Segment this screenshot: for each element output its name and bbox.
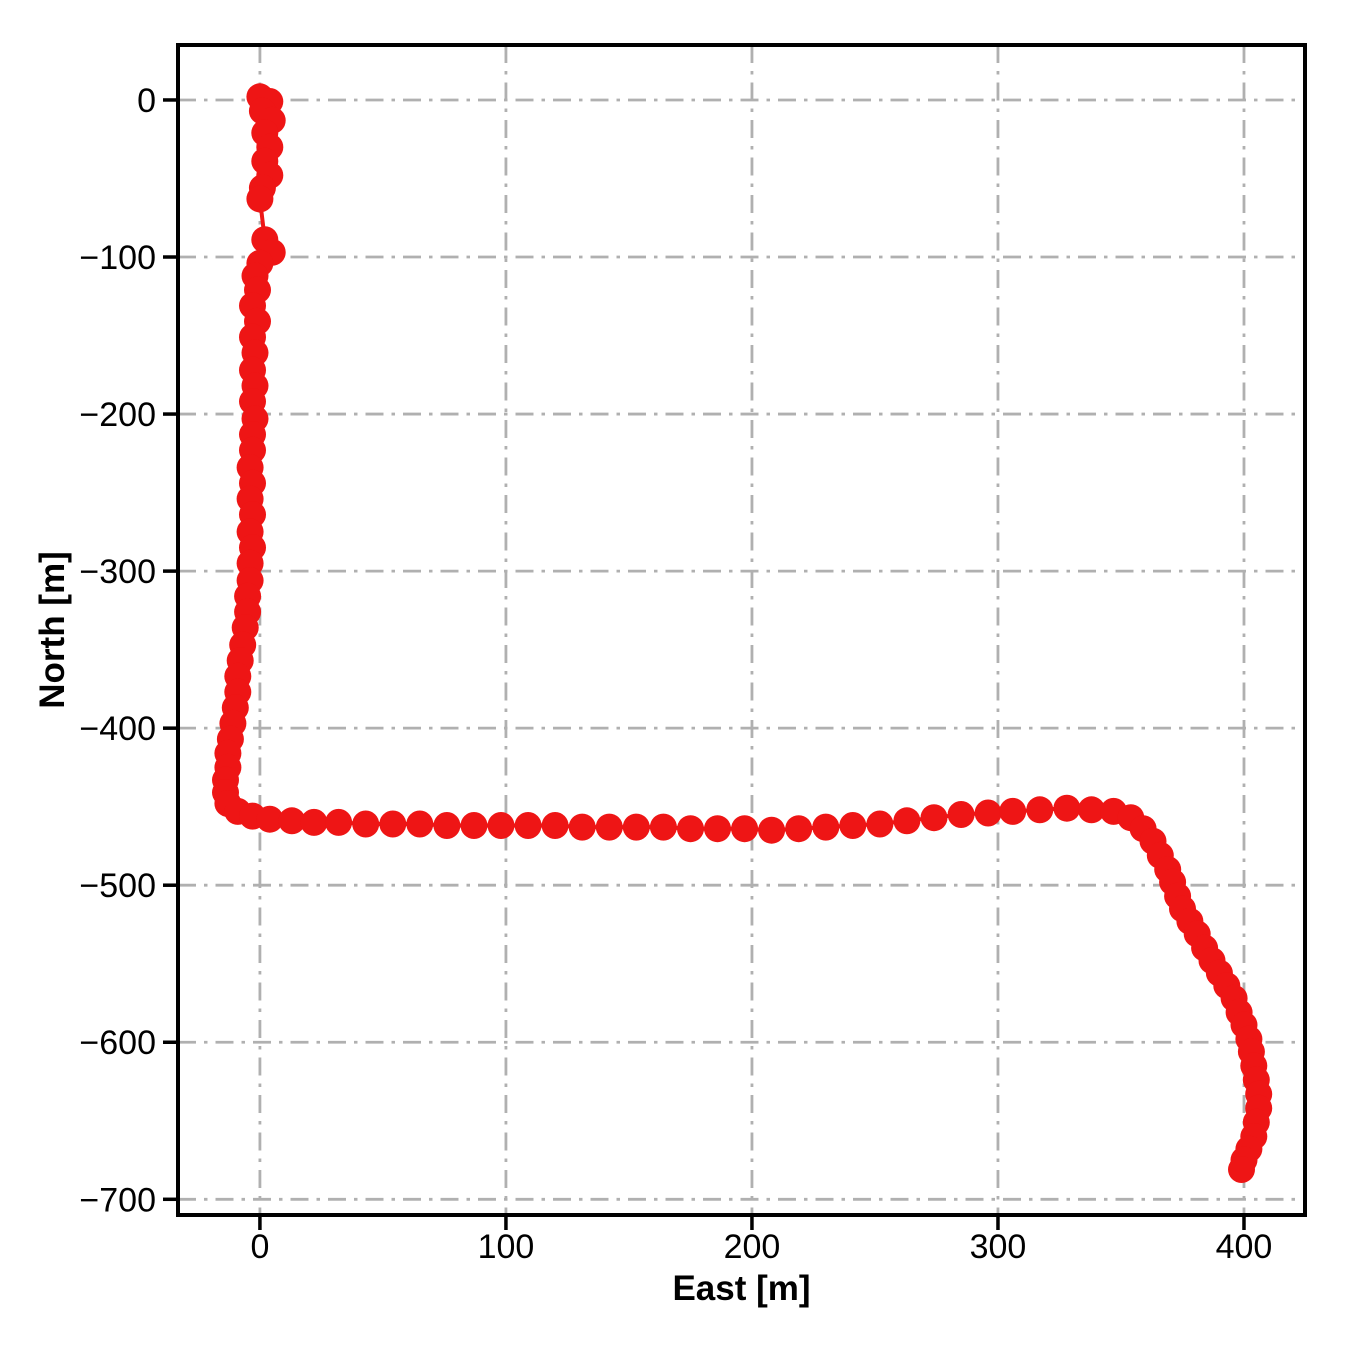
x-tick-label: 100 bbox=[478, 1228, 535, 1266]
x-tick-label: 200 bbox=[724, 1228, 781, 1266]
data-point bbox=[839, 812, 867, 839]
x-tick-label: 300 bbox=[970, 1228, 1027, 1266]
data-point bbox=[649, 813, 677, 841]
data-point bbox=[677, 815, 704, 843]
x-tick-label: 400 bbox=[1216, 1228, 1273, 1266]
y-tick-label: −400 bbox=[79, 710, 156, 748]
data-point bbox=[999, 797, 1027, 825]
x-tick-label: 0 bbox=[250, 1228, 269, 1266]
data-point bbox=[1078, 796, 1105, 824]
data-point bbox=[595, 813, 623, 841]
data-point bbox=[1228, 1156, 1255, 1183]
y-tick-label: 0 bbox=[137, 82, 156, 120]
data-point bbox=[460, 812, 488, 839]
data-point bbox=[568, 813, 596, 841]
data-point bbox=[920, 804, 948, 832]
data-point bbox=[487, 812, 515, 839]
data-point bbox=[352, 810, 380, 838]
y-tick-label: −500 bbox=[79, 867, 156, 905]
data-point bbox=[325, 808, 353, 836]
y-tick-label: −300 bbox=[79, 553, 156, 591]
y-tick-label: −600 bbox=[79, 1024, 156, 1062]
data-point bbox=[514, 812, 542, 839]
data-point bbox=[812, 813, 840, 841]
data-point bbox=[622, 813, 650, 841]
data-point bbox=[433, 812, 461, 839]
data-point bbox=[300, 808, 328, 836]
data-point bbox=[246, 185, 274, 213]
data-point bbox=[1053, 794, 1081, 822]
data-point bbox=[278, 807, 306, 835]
data-point bbox=[406, 810, 434, 838]
data-point bbox=[947, 801, 975, 828]
y-tick-label: −700 bbox=[79, 1181, 156, 1219]
data-point bbox=[704, 815, 731, 843]
data-point bbox=[758, 816, 786, 844]
data-point bbox=[256, 805, 284, 833]
data-point bbox=[866, 810, 894, 838]
axes-frame bbox=[176, 43, 1307, 1217]
data-point bbox=[785, 815, 813, 843]
data-point bbox=[731, 815, 759, 843]
data-point bbox=[379, 810, 407, 838]
y-tick-label: −200 bbox=[79, 396, 156, 434]
data-point bbox=[893, 807, 921, 835]
data-point bbox=[974, 799, 1002, 827]
data-point bbox=[541, 812, 569, 839]
data-point bbox=[1026, 796, 1054, 824]
y-axis-label: North [m] bbox=[33, 551, 72, 708]
y-tick-label: −100 bbox=[79, 239, 156, 277]
x-axis-label: East [m] bbox=[672, 1269, 810, 1308]
